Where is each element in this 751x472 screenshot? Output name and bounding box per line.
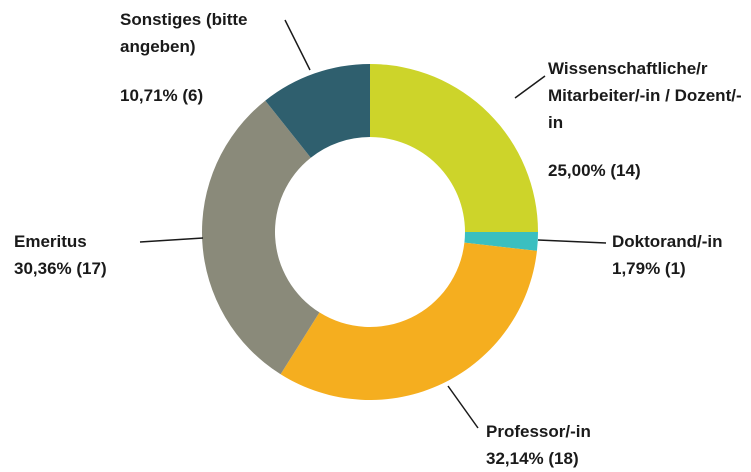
category-label: Doktorand/-in: [612, 232, 723, 251]
leader-line: [139, 237, 204, 243]
value-label: 32,14% (18): [486, 449, 579, 468]
leader-line: [284, 19, 311, 71]
donut-slice: [280, 242, 537, 401]
value-label: 25,00% (14): [548, 161, 641, 180]
donut-slice: [201, 100, 320, 375]
category-label: Emeritus: [14, 232, 87, 251]
leader-line: [447, 385, 479, 429]
leader-line: [537, 239, 607, 244]
donut-slice: [370, 64, 538, 232]
donut-slice: [265, 64, 370, 158]
leader-line: [514, 75, 546, 99]
value-label: 1,79% (1): [612, 259, 686, 278]
value-label: 30,36% (17): [14, 259, 107, 278]
category-label: Wissenschaftliche/r Mitarbeiter/-in / Do…: [548, 59, 742, 132]
category-label: Professor/-in: [486, 422, 591, 441]
value-label: 10,71% (6): [120, 86, 204, 105]
category-label: Sonstiges (bitte angeben): [120, 10, 248, 56]
donut-slice: [464, 232, 538, 251]
